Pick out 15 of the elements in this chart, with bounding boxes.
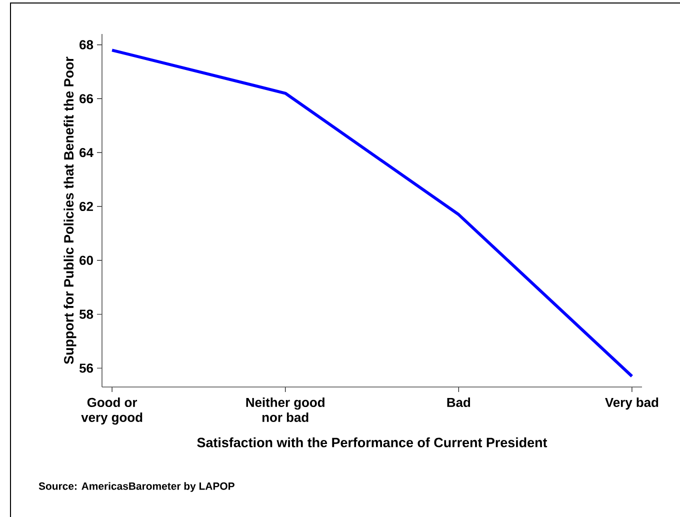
- x-tick-label: Good or very good: [81, 398, 142, 425]
- y-tick-label: 68: [80, 40, 94, 50]
- line-series: [110, 48, 634, 378]
- y-tick-label: 56: [79, 364, 94, 373]
- source-note: Source: AmericasBarometer by LAPOP: [38, 482, 234, 492]
- x-tick-label: Very bad: [605, 398, 658, 410]
- x-axis-title: Satisfaction with the Performance of Current President: [197, 437, 548, 448]
- x-tick-label: Neither good nor bad: [246, 398, 324, 422]
- y-tick-label: 58: [79, 310, 94, 319]
- y-tick-label: 64: [80, 148, 94, 158]
- y-tick-label: 60: [80, 256, 93, 265]
- y-tick-label: 62: [80, 202, 93, 212]
- y-axis-title: Support for Public Policies that Benefit the Poor: [64, 56, 76, 364]
- y-tick-label: 66: [80, 94, 94, 104]
- x-tick-label: Bad: [447, 398, 470, 408]
